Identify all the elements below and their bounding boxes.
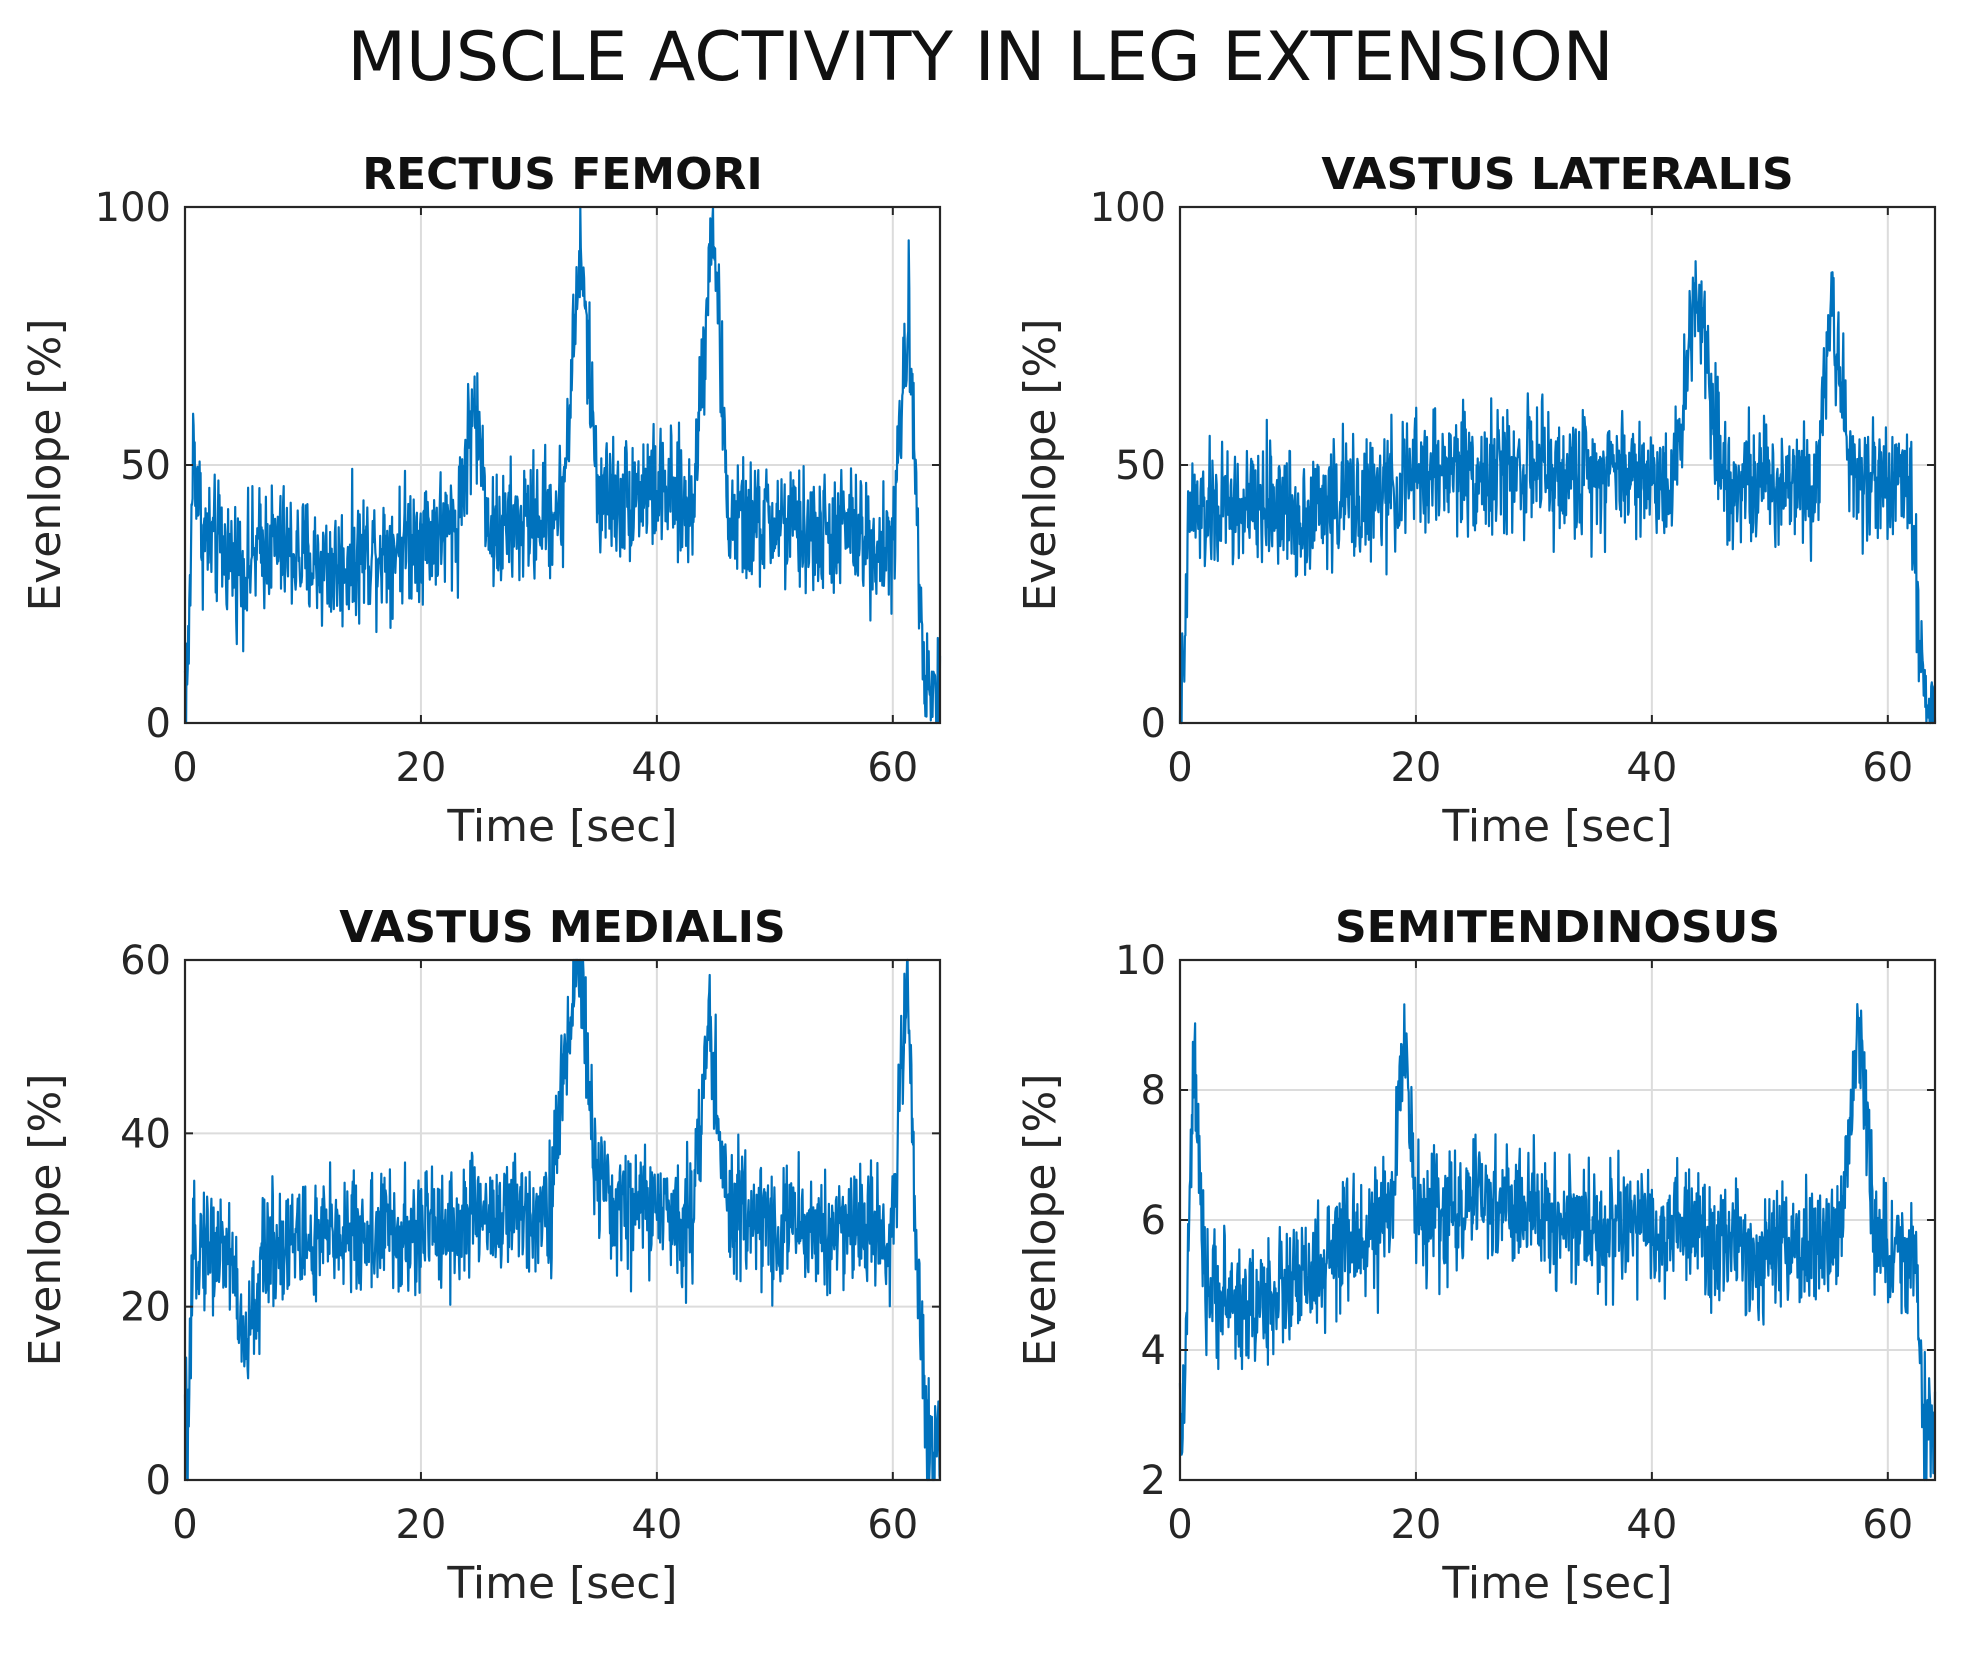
subplot-title: VASTUS MEDIALIS [339, 902, 785, 953]
y-tick-label: 8 [1141, 1068, 1166, 1114]
x-tick-label: 40 [631, 745, 682, 791]
x-tick-label: 60 [1862, 1502, 1913, 1548]
y-tick-label: 100 [1090, 185, 1166, 231]
y-axis-label: Evenlope [%] [1015, 318, 1066, 611]
y-axis-label: Evenlope [%] [1015, 1073, 1066, 1366]
y-tick-label: 0 [146, 1458, 171, 1504]
subplot-title: VASTUS LATERALIS [1321, 149, 1793, 200]
y-axis-label: Evenlope [%] [20, 1073, 71, 1366]
x-tick-label: 60 [867, 745, 918, 791]
x-tick-label: 0 [1167, 1502, 1192, 1548]
x-axis-label: Time [sec] [446, 801, 677, 852]
figure-title: MUSCLE ACTIVITY IN LEG EXTENSION [0, 18, 1961, 97]
y-tick-label: 0 [146, 701, 171, 747]
y-tick-label: 0 [1141, 701, 1166, 747]
y-tick-label: 2 [1141, 1458, 1166, 1504]
x-tick-label: 20 [1390, 745, 1441, 791]
x-tick-label: 20 [395, 1502, 446, 1548]
x-tick-label: 20 [1390, 1502, 1441, 1548]
x-axis-label: Time [sec] [1441, 801, 1672, 852]
x-tick-label: 20 [395, 745, 446, 791]
subplot-4: 0 20 40 60 2 4 6 8 10 SEMITENDINOSUS Time [sec] Eve… [1015, 902, 1935, 1609]
y-tick-label: 6 [1141, 1198, 1166, 1244]
x-axis-label: Time [sec] [1441, 1558, 1672, 1609]
subplot-2: 0 20 40 60 0 50 100 VASTUS LATERALIS Time [sec] E… [1015, 149, 1935, 852]
x-tick-label: 40 [631, 1502, 682, 1548]
x-tick-label: 0 [1167, 745, 1192, 791]
x-tick-label: 40 [1626, 745, 1677, 791]
x-tick-label: 0 [172, 745, 197, 791]
y-tick-label: 60 [120, 938, 171, 984]
subplot-title: SEMITENDINOSUS [1335, 902, 1780, 953]
x-tick-label: 40 [1626, 1502, 1677, 1548]
subplot-title: RECTUS FEMORI [362, 149, 763, 200]
y-axis-label: Evenlope [%] [20, 318, 71, 611]
y-tick-label: 20 [120, 1285, 171, 1331]
y-tick-label: 10 [1115, 938, 1166, 984]
y-tick-label: 50 [1115, 443, 1166, 489]
subplot-3: 0 20 40 60 0 20 40 60 VASTUS MEDIALIS Time [sec] E… [20, 902, 940, 1609]
subplot-1: 0 20 40 60 0 50 100 RECTUS FEMORI Time [sec] Even… [20, 149, 940, 852]
x-axis-label: Time [sec] [446, 1558, 677, 1609]
y-tick-label: 100 [95, 185, 171, 231]
y-tick-label: 4 [1141, 1328, 1166, 1374]
y-tick-label: 50 [120, 443, 171, 489]
x-tick-label: 60 [867, 1502, 918, 1548]
x-tick-label: 0 [172, 1502, 197, 1548]
x-tick-label: 60 [1862, 745, 1913, 791]
y-tick-label: 40 [120, 1111, 171, 1157]
